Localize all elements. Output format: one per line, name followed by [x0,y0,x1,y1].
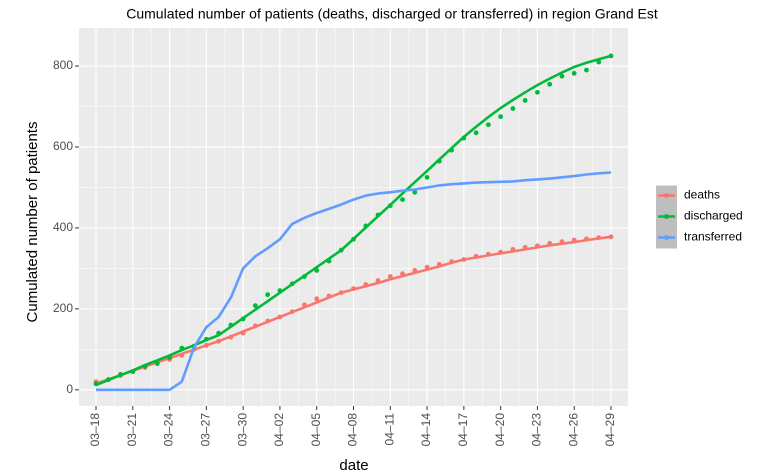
x-tick-label: 04–11 [382,413,396,446]
data-point [584,67,589,73]
y-tick-label: 600 [53,139,73,153]
data-point [473,130,479,136]
x-tick-label: 04–26 [566,413,580,447]
legend-label: deaths [684,188,720,202]
data-point [400,197,405,202]
x-tick-label: 03–24 [162,413,176,447]
x-tick-label: 04–14 [419,413,433,447]
data-point [559,73,565,79]
data-point [154,361,160,366]
x-tick-label: 04–08 [346,413,360,447]
series-line [96,171,612,392]
x-tick-label: 03–30 [235,413,249,447]
data-point [485,122,491,128]
x-tick-label: 04–02 [272,413,286,447]
data-point [265,292,271,298]
x-tick-label: 04–17 [456,413,470,447]
data-point [522,98,528,103]
trend-line [95,54,612,387]
legend-point [664,214,669,219]
x-tick-label: 03–27 [199,413,213,447]
legend-point [664,235,669,240]
x-tick-label: 03–18 [88,413,102,447]
y-tick-label: 800 [53,58,73,72]
data-point [314,296,320,302]
x-tick-label: 04–20 [493,413,507,447]
data-point [424,174,430,180]
y-axis-title: Cumulated number of patients [24,122,41,323]
x-tick-label: 04–29 [603,413,617,447]
trend-line [95,235,612,385]
y-tick-label: 200 [53,301,73,315]
data-point [535,89,540,95]
y-tick-label: 400 [53,220,73,234]
data-point [571,70,577,76]
legend-label: discharged [684,209,743,223]
x-tick-label: 04–05 [309,413,323,447]
x-tick-label: 03–21 [125,413,139,447]
data-point [547,81,553,87]
data-point [412,189,418,195]
x-tick-label: 04–23 [530,413,544,447]
chart-title: Cumulated number of patients (deaths, di… [126,6,658,22]
data-point [510,106,516,111]
x-axis-title: date [339,457,368,474]
y-tick-label: 0 [66,382,73,396]
legend-point [664,193,669,198]
data-point [498,114,504,120]
data-point [253,303,258,309]
legend-label: transferred [684,230,742,244]
